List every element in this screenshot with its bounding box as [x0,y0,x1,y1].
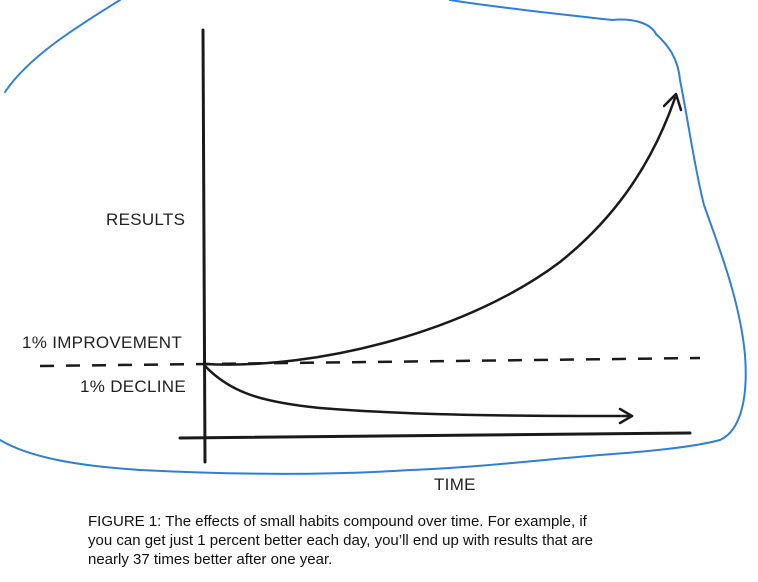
decline-arrowhead [618,407,634,425]
caption-line-2: you can get just 1 percent better each d… [88,532,594,549]
improvement-curve [203,96,677,366]
baseline-dashed [39,356,701,368]
x-axis-line [178,431,692,440]
axes [39,28,701,464]
series-label-decline: 1% DECLINE [80,377,186,396]
figure-caption: FIGURE 1: The effects of small habits co… [88,512,648,569]
y-axis-line [201,28,207,464]
series-label-improvement: 1% IMPROVEMENT [22,333,183,352]
blue-annotation-outline [0,0,747,475]
improvement-arrowhead [662,92,683,112]
caption-line-1: FIGURE 1: The effects of small habits co… [88,513,587,530]
decline-curve [203,364,634,418]
caption-line-3: nearly 37 times better after one year. [88,551,333,568]
x-axis-label: TIME [434,475,476,494]
y-axis-label: RESULTS [106,210,186,229]
series-group [203,92,683,425]
